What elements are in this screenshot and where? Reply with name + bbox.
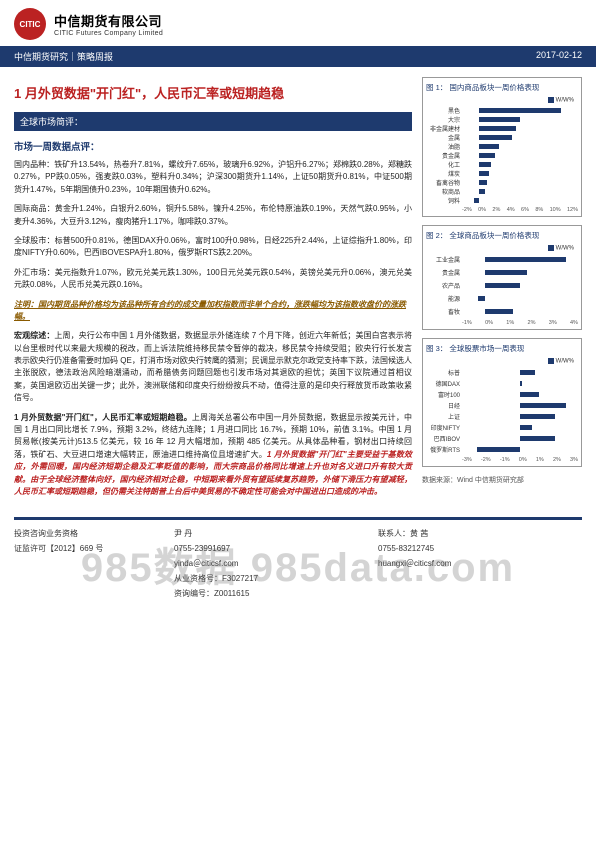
chart-source: 数据来源：Wind 中信期货研究部 xyxy=(422,475,582,485)
chart-3-legend: W/W% xyxy=(426,358,578,365)
para-domestic: 国内品种：铁矿升13.54%，热卷升7.81%，螺纹升7.65%，玻璃升6.92… xyxy=(14,159,412,196)
section-global: 全球市场简评： xyxy=(14,112,412,131)
footer-contact: 联系人：黄 茜 xyxy=(378,528,582,540)
chart-1-legend: W/W% xyxy=(426,97,578,104)
subhead-weekly: 市场一周数据点评： xyxy=(14,139,412,153)
nav-bar: 中信期货研究｜策略周报 2017-02-12 xyxy=(0,46,596,67)
chart-2-legend: W/W% xyxy=(426,245,578,252)
footer-tel2: 0755-83212745 xyxy=(378,543,582,555)
para-trade: 1 月外贸数据"开门红"，人民币汇率或短期趋稳。上周海关总署公布中国一月外贸数据… xyxy=(14,412,412,499)
para-macro: 宏观综述：上周，央行公布中国 1 月外储数据，数据显示外储连续 7 个月下降，创… xyxy=(14,330,412,404)
para-intl-commod: 国际商品：黄金升1.24%，白银升2.60%，铜升5.58%，镍升4.25%，布… xyxy=(14,203,412,228)
nav-date: 2017-02-12 xyxy=(536,50,582,63)
chart-3-title: 图 3： 全球股票市场一周表现 xyxy=(426,343,578,354)
footer-etc1: 从业资格号：F3027217 xyxy=(174,573,378,585)
chart-1: 图 1： 国内商品板块一周价格表现 W/W% 黑色大宗非金属建材金属油脂贵金属化… xyxy=(422,77,582,217)
logo-icon: CITIC xyxy=(14,8,46,40)
footer: 投资咨询业务资格 证监许可【2012】669 号 尹 丹 0755-239916… xyxy=(14,517,582,613)
footer-email1: yinda＠citicsf.com xyxy=(174,558,378,570)
company-name-zh: 中信期货有限公司 xyxy=(54,11,163,30)
footer-name1: 尹 丹 xyxy=(174,528,378,540)
footer-cert: 证监许可【2012】669 号 xyxy=(14,543,174,555)
header: CITIC 中信期货有限公司 CITIC Futures Company Lim… xyxy=(0,0,596,46)
chart-2: 图 2： 全球商品板块一周价格表现 W/W% 工业金属贵金属农产品能源畜牧 -1… xyxy=(422,225,582,331)
footer-qual: 投资咨询业务资格 xyxy=(14,528,174,540)
chart-1-title: 图 1： 国内商品板块一周价格表现 xyxy=(426,82,578,93)
footer-etc2: 资询编号：Z0011615 xyxy=(174,588,378,600)
para-fx: 外汇市场：美元指数升1.07%，欧元兑美元跌1.30%，100日元兑美元跌0.5… xyxy=(14,267,412,292)
footer-email2: huangxi＠citicsf.com xyxy=(378,558,582,570)
para-note: 注明：国内期货品种价格均为该品种所有合约的成交量加权指数而非单个合约，涨跌幅均为… xyxy=(14,299,412,324)
chart-3: 图 3： 全球股票市场一周表现 W/W% 标普德国DAX富时100日经上证印度N… xyxy=(422,338,582,467)
nav-left: 中信期货研究｜策略周报 xyxy=(14,50,113,63)
footer-tel1: 0755-23991697 xyxy=(174,543,378,555)
chart-2-title: 图 2： 全球商品板块一周价格表现 xyxy=(426,230,578,241)
company-name-en: CITIC Futures Company Limited xyxy=(54,30,163,37)
page-title: 1 月外贸数据"开门红"，人民币汇率或短期趋稳 xyxy=(14,83,412,102)
para-equities: 全球股市：标普500升0.81%，德国DAX升0.06%，富时100升0.98%… xyxy=(14,235,412,260)
